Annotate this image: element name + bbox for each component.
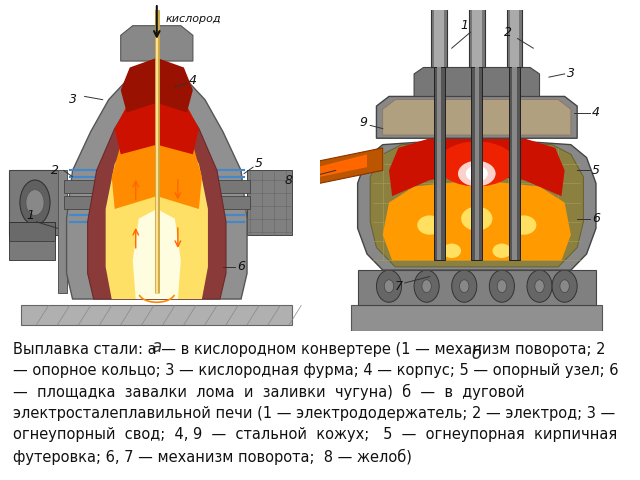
Polygon shape	[305, 148, 383, 187]
Ellipse shape	[414, 270, 439, 302]
Text: Выплавка стали: а — в кислородном конвертере (1 — механизм поворота; 2
— опорное: Выплавка стали: а — в кислородном конвер…	[13, 342, 618, 465]
Polygon shape	[433, 68, 445, 261]
Polygon shape	[376, 96, 577, 138]
Text: 1: 1	[26, 209, 35, 222]
Text: 5: 5	[592, 164, 600, 177]
Text: 6: 6	[592, 212, 600, 225]
Text: 8: 8	[285, 174, 292, 187]
Text: 4: 4	[592, 106, 600, 119]
Polygon shape	[431, 0, 447, 68]
Polygon shape	[63, 180, 250, 193]
Polygon shape	[247, 170, 292, 235]
Polygon shape	[106, 119, 208, 299]
Ellipse shape	[493, 243, 511, 258]
Polygon shape	[475, 68, 479, 261]
Polygon shape	[435, 0, 444, 68]
Ellipse shape	[422, 280, 431, 293]
Text: 5: 5	[255, 157, 263, 170]
Polygon shape	[507, 0, 522, 68]
Text: 3: 3	[68, 93, 77, 106]
Polygon shape	[414, 68, 540, 96]
Polygon shape	[121, 26, 193, 61]
Polygon shape	[383, 180, 571, 261]
Ellipse shape	[552, 270, 577, 302]
Polygon shape	[88, 84, 226, 299]
Polygon shape	[512, 68, 516, 261]
Polygon shape	[10, 170, 61, 235]
Ellipse shape	[452, 270, 477, 302]
Text: 3: 3	[567, 67, 575, 81]
Polygon shape	[358, 138, 596, 270]
Polygon shape	[383, 100, 571, 135]
Polygon shape	[112, 112, 202, 209]
Polygon shape	[132, 209, 181, 299]
Text: а: а	[152, 338, 162, 356]
Polygon shape	[472, 0, 481, 68]
Text: 4: 4	[189, 74, 197, 87]
Polygon shape	[115, 93, 199, 155]
Polygon shape	[471, 68, 483, 261]
Ellipse shape	[497, 280, 507, 293]
Polygon shape	[10, 222, 54, 241]
Text: кислород: кислород	[166, 14, 221, 24]
Ellipse shape	[527, 270, 552, 302]
Polygon shape	[370, 142, 584, 267]
Polygon shape	[67, 42, 247, 299]
Ellipse shape	[384, 280, 394, 293]
Ellipse shape	[460, 280, 469, 293]
Polygon shape	[351, 305, 602, 331]
Ellipse shape	[461, 206, 493, 231]
Ellipse shape	[511, 216, 536, 235]
Ellipse shape	[560, 280, 570, 293]
Text: 9: 9	[360, 116, 368, 129]
Ellipse shape	[20, 180, 50, 225]
Ellipse shape	[490, 270, 515, 302]
Polygon shape	[121, 58, 193, 112]
Polygon shape	[305, 155, 367, 180]
Ellipse shape	[417, 216, 442, 235]
Ellipse shape	[442, 243, 461, 258]
Text: б: б	[472, 345, 482, 363]
Polygon shape	[509, 0, 519, 68]
Text: 2: 2	[51, 164, 58, 177]
Ellipse shape	[535, 280, 544, 293]
Ellipse shape	[376, 270, 401, 302]
Polygon shape	[10, 241, 54, 261]
Text: 1: 1	[460, 19, 468, 32]
Text: 6: 6	[237, 260, 245, 274]
Polygon shape	[358, 270, 596, 305]
Text: 2: 2	[504, 25, 512, 38]
Text: 7: 7	[394, 280, 403, 293]
Polygon shape	[437, 68, 442, 261]
Polygon shape	[22, 305, 292, 325]
Polygon shape	[63, 196, 250, 209]
Polygon shape	[469, 0, 484, 68]
Ellipse shape	[466, 166, 488, 181]
Polygon shape	[509, 68, 520, 261]
Ellipse shape	[26, 190, 44, 216]
Ellipse shape	[438, 142, 516, 186]
Ellipse shape	[458, 161, 495, 186]
Polygon shape	[58, 170, 67, 293]
Polygon shape	[389, 132, 564, 196]
